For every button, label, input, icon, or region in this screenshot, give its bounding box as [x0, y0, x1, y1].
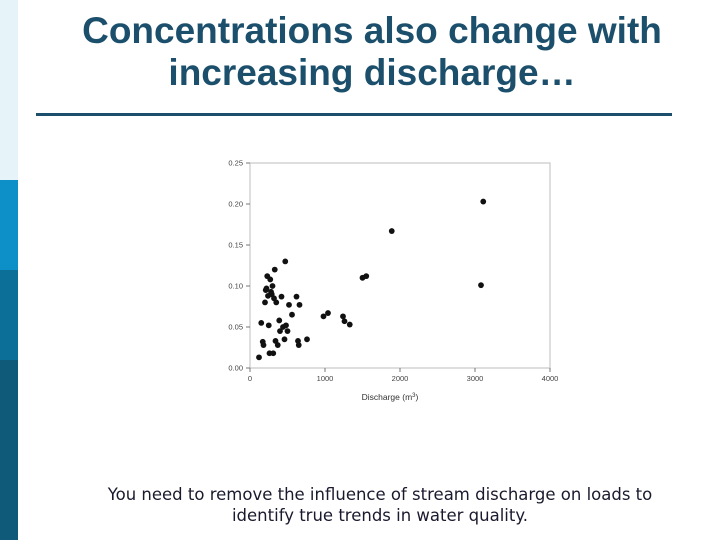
data-point — [284, 328, 291, 334]
data-point — [480, 198, 487, 205]
data-point — [263, 285, 270, 292]
y-tick-label: 0.15 — [228, 241, 243, 250]
y-tick-label: 0.00 — [228, 364, 243, 373]
data-point — [346, 321, 353, 328]
data-point — [277, 328, 283, 334]
title-divider — [36, 113, 672, 116]
x-axis-label: Discharge (m3) — [362, 392, 419, 402]
data-point — [281, 336, 288, 343]
data-point — [283, 322, 289, 329]
data-point — [478, 282, 484, 289]
x-tick-label: 1000 — [317, 374, 334, 383]
x-tick-label: 0 — [248, 374, 252, 383]
side-accent-segment — [0, 180, 18, 270]
data-point — [388, 228, 395, 234]
data-point — [267, 276, 274, 283]
data-point — [262, 299, 268, 306]
data-point — [282, 258, 289, 265]
side-accent-segment — [0, 360, 18, 540]
y-tick-label: 0.05 — [228, 323, 243, 332]
y-tick-label: 0.20 — [228, 200, 243, 209]
data-point — [325, 310, 331, 316]
data-point — [274, 342, 281, 348]
data-point — [256, 354, 262, 361]
data-point — [289, 311, 295, 318]
x-tick-label: 2000 — [392, 374, 409, 383]
side-accent-bar — [0, 0, 18, 540]
y-tick-label: 0.25 — [228, 159, 243, 168]
slide-title: Concentrations also change with increasi… — [82, 10, 662, 93]
data-point — [258, 320, 265, 326]
side-accent-segment — [0, 0, 18, 180]
data-point — [273, 299, 280, 306]
data-point — [265, 322, 272, 329]
data-point — [363, 273, 370, 280]
x-tick-label: 3000 — [467, 374, 484, 383]
data-point — [278, 293, 285, 300]
data-point — [296, 301, 303, 308]
side-accent-segment — [0, 270, 18, 360]
plot-frame — [249, 162, 551, 369]
data-point — [320, 313, 327, 320]
data-point — [295, 342, 302, 348]
data-point — [293, 293, 300, 300]
data-point — [340, 313, 346, 320]
data-point — [260, 342, 267, 348]
scatter-chart: 0.00 0.05 0.10 0.15 0.20 0.25 0 1000 2000 3000 400… — [228, 159, 559, 403]
slide-caption: You need to remove the influence of stre… — [107, 485, 653, 525]
y-tick-label: 0.10 — [228, 282, 243, 291]
data-point — [304, 336, 310, 343]
data-point — [286, 301, 292, 308]
data-point — [270, 350, 277, 357]
data-point — [271, 266, 278, 273]
x-tick-label: 4000 — [542, 374, 559, 383]
data-point — [341, 318, 348, 325]
data-point — [276, 317, 283, 324]
data-point — [269, 283, 276, 289]
